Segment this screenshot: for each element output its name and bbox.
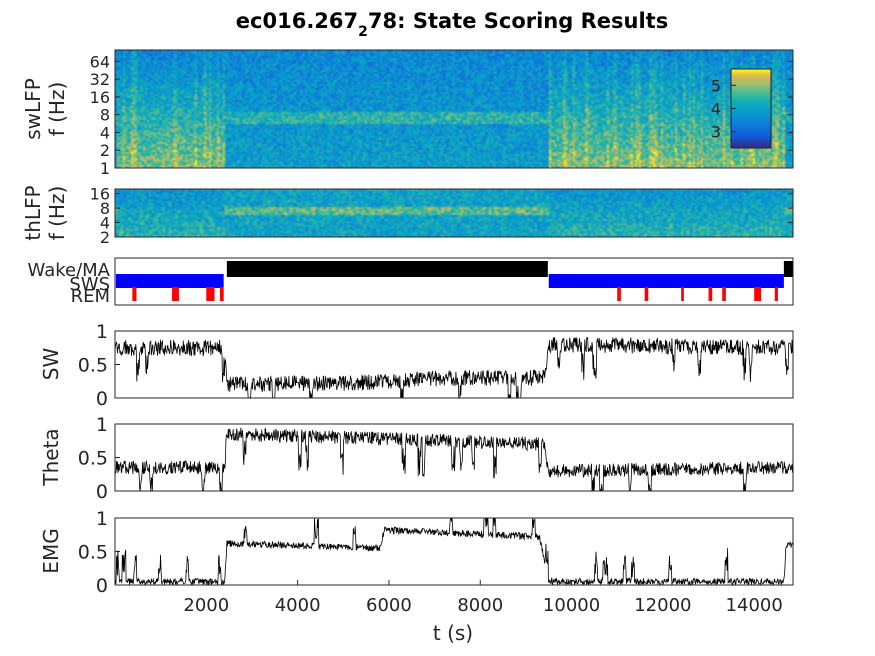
theta-yticks: 00.51 bbox=[78, 414, 120, 503]
state-segment-rem bbox=[754, 287, 762, 301]
x-tick-label: 4000 bbox=[275, 595, 321, 616]
emg-panel: 00.51 2000 4000 6000 8000 10000 12000 14000 EM… bbox=[39, 508, 794, 645]
x-tick-label: 2000 bbox=[183, 595, 229, 616]
title-subscript: 2 bbox=[358, 24, 368, 40]
theta-ylabel: Theta bbox=[39, 428, 63, 486]
state-label-wake: Wake/MA bbox=[28, 260, 111, 281]
x-tick-label: 10000 bbox=[543, 595, 600, 616]
emg-yticks: 00.51 bbox=[78, 508, 120, 597]
state-panel: Wake/MA SWS REM bbox=[28, 257, 794, 307]
emg-axis-box bbox=[114, 517, 794, 586]
state-label-sws: SWS bbox=[69, 274, 110, 295]
theta-trace bbox=[114, 427, 794, 493]
thlfp-tick-label: 8 bbox=[100, 199, 110, 218]
state-segments bbox=[115, 261, 793, 301]
state-segment-wake-ma bbox=[783, 261, 793, 277]
x-tick-label: 8000 bbox=[457, 595, 503, 616]
swlfp-tick-label: 16 bbox=[90, 88, 110, 107]
state-segment-sws bbox=[548, 274, 784, 288]
state-segment-rem bbox=[617, 287, 621, 301]
sw-tick-label: 0.5 bbox=[78, 355, 108, 377]
swlfp-tick-label: 64 bbox=[90, 52, 110, 71]
state-segment-rem bbox=[206, 287, 215, 301]
sw-axis-box bbox=[114, 330, 794, 399]
state-segment-sws bbox=[115, 274, 224, 288]
state-segment-rem bbox=[774, 287, 778, 301]
sw-trace bbox=[114, 336, 794, 399]
state-segment-rem bbox=[722, 287, 726, 301]
swlfp-tick-label: 2 bbox=[100, 141, 110, 160]
state-segment-wake-ma bbox=[226, 261, 548, 277]
sw-tick-label: 1 bbox=[96, 321, 108, 343]
sw-panel: 00.51 SW bbox=[39, 321, 794, 410]
swlfp-ylabel-line2: f (Hz) bbox=[45, 82, 69, 137]
state-label-rem: REM bbox=[71, 286, 110, 307]
state-segment-rem bbox=[681, 287, 684, 301]
x-tick-label: 14000 bbox=[726, 595, 783, 616]
state-segment-rem bbox=[708, 287, 713, 301]
state-segment-rem bbox=[644, 287, 649, 301]
theta-tick-label: 1 bbox=[96, 414, 108, 436]
thlfp-axis-box bbox=[114, 188, 794, 238]
x-axis-ticks: 2000 4000 6000 8000 10000 12000 14000 bbox=[183, 580, 783, 616]
thlfp-tick-label: 4 bbox=[100, 214, 110, 233]
emg-ylabel: EMG bbox=[39, 528, 63, 573]
swlfp-tick-label: 8 bbox=[100, 106, 110, 125]
swlfp-spectrogram bbox=[115, 50, 793, 168]
colorbar-tick-label: 5 bbox=[711, 76, 721, 95]
thlfp-tick-label: 2 bbox=[100, 228, 110, 247]
x-axis-label: t (s) bbox=[433, 621, 473, 645]
state-segment-rem bbox=[132, 287, 137, 301]
state-segment-rem bbox=[172, 287, 179, 301]
x-tick-label: 12000 bbox=[634, 595, 691, 616]
colorbar-tick-label: 4 bbox=[711, 100, 721, 119]
emg-tick-label: 0 bbox=[96, 575, 108, 597]
swlfp-tick-label: 32 bbox=[90, 70, 110, 89]
sw-yticks: 00.51 bbox=[78, 321, 120, 410]
sw-tick-label: 0 bbox=[96, 388, 108, 410]
thlfp-ylabel-line2: f (Hz) bbox=[45, 186, 69, 241]
title-rest: 78: State Scoring Results bbox=[368, 9, 668, 33]
emg-trace bbox=[114, 517, 794, 587]
thlfp-ylabel-line1: thLFP bbox=[21, 185, 45, 240]
state-axis-box bbox=[114, 257, 794, 306]
thlfp-spectrogram bbox=[115, 189, 793, 237]
colorbar bbox=[731, 69, 771, 148]
emg-tick-label: 0.5 bbox=[78, 542, 108, 564]
swlfp-ylabel-line1: swLFP bbox=[21, 78, 45, 139]
x-tick-label: 6000 bbox=[366, 595, 412, 616]
theta-tick-label: 0 bbox=[96, 481, 108, 503]
title-main: ec016.267 bbox=[236, 9, 358, 33]
figure-title: ec016.267278: State Scoring Results bbox=[236, 9, 668, 40]
thlfp-tick-label: 16 bbox=[90, 185, 110, 204]
swlfp-axis-box bbox=[114, 49, 794, 169]
sw-ylabel: SW bbox=[39, 348, 63, 381]
swlfp-tick-label: 4 bbox=[100, 123, 110, 142]
emg-tick-label: 1 bbox=[96, 508, 108, 530]
colorbar-ticks: 3 4 5 bbox=[711, 76, 736, 142]
colorbar-tick-label: 3 bbox=[711, 123, 721, 142]
theta-panel: 00.51 Theta bbox=[39, 414, 794, 503]
swlfp-tick-label: 1 bbox=[100, 159, 110, 178]
theta-tick-label: 0.5 bbox=[78, 448, 108, 470]
state-segment-rem bbox=[220, 287, 224, 301]
